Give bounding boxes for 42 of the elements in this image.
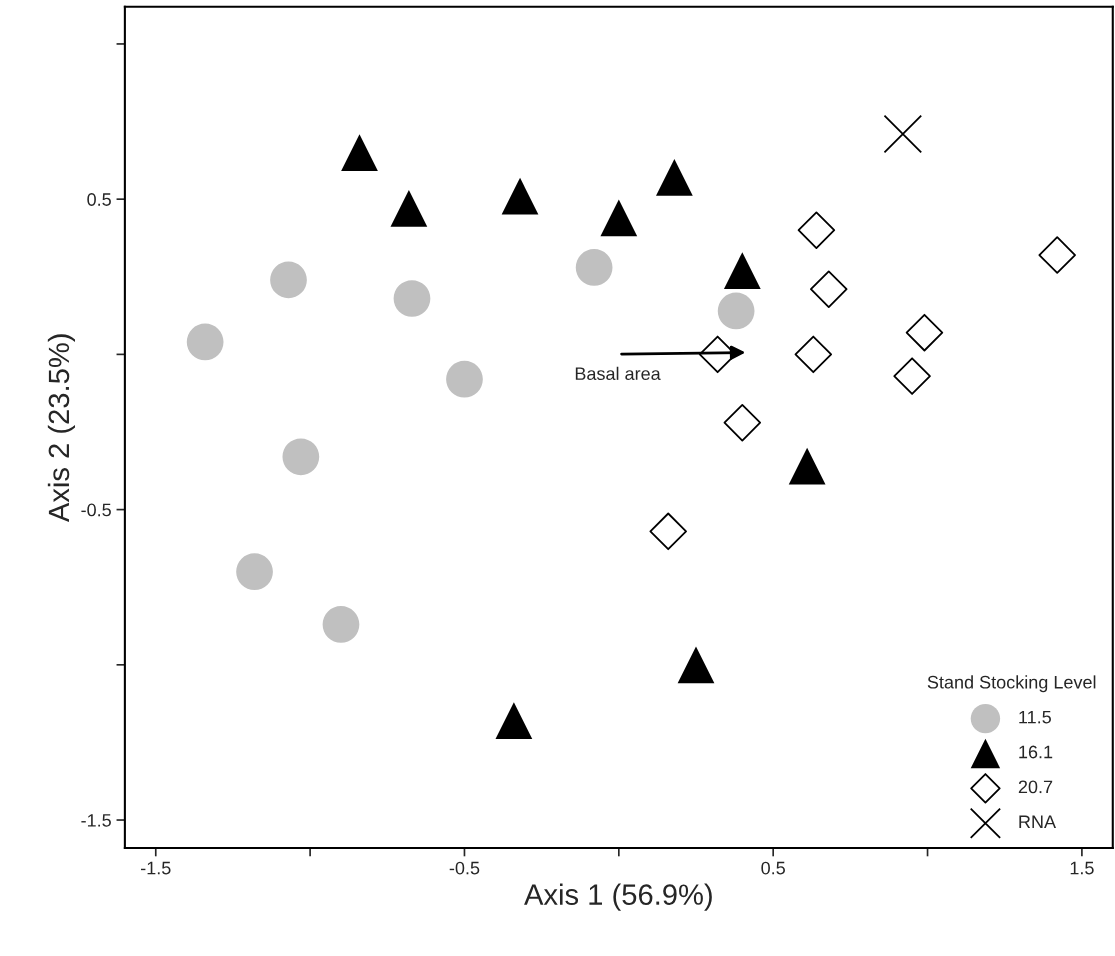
x-tick-label: -1.5 <box>141 861 171 875</box>
point <box>905 313 944 352</box>
point <box>446 360 483 398</box>
point <box>893 357 931 395</box>
point <box>788 447 826 485</box>
legend-label: 11.5 <box>1019 710 1051 724</box>
point <box>810 270 848 308</box>
point <box>341 134 378 171</box>
x-tick-label: 0.5 <box>761 861 785 875</box>
point <box>236 553 273 591</box>
legend-title: Stand Stocking Level <box>927 675 1096 693</box>
point <box>501 177 539 215</box>
point <box>393 280 431 317</box>
point <box>717 292 755 330</box>
point <box>723 403 762 442</box>
point <box>186 323 224 361</box>
y-tick-label: -0.5 <box>81 503 111 517</box>
point <box>282 438 320 476</box>
point <box>677 646 715 684</box>
legend-label: RNA <box>1019 815 1057 828</box>
point <box>390 190 428 227</box>
point <box>270 261 307 299</box>
legend-label: 16.1 <box>1019 745 1053 759</box>
y-tick-label: -1.5 <box>81 814 111 827</box>
point <box>575 249 613 286</box>
point <box>883 114 923 154</box>
x-tick-label: 1.5 <box>1070 861 1094 875</box>
point <box>656 159 693 196</box>
y-tick-label: 0.5 <box>87 193 111 206</box>
point <box>322 606 360 643</box>
point <box>723 252 761 289</box>
x-axis-title: Axis 1 (56.9%) <box>524 883 712 911</box>
point <box>1038 236 1076 274</box>
point <box>495 702 533 740</box>
point <box>649 512 687 551</box>
y-axis-title: Axis 2 (23.5%) <box>47 334 76 523</box>
x-tick-label: -0.5 <box>449 861 480 875</box>
legend-label: 20.7 <box>1018 780 1053 794</box>
point <box>797 211 836 249</box>
annotation: Basal area <box>575 366 661 381</box>
point <box>794 335 833 374</box>
point <box>600 199 638 237</box>
